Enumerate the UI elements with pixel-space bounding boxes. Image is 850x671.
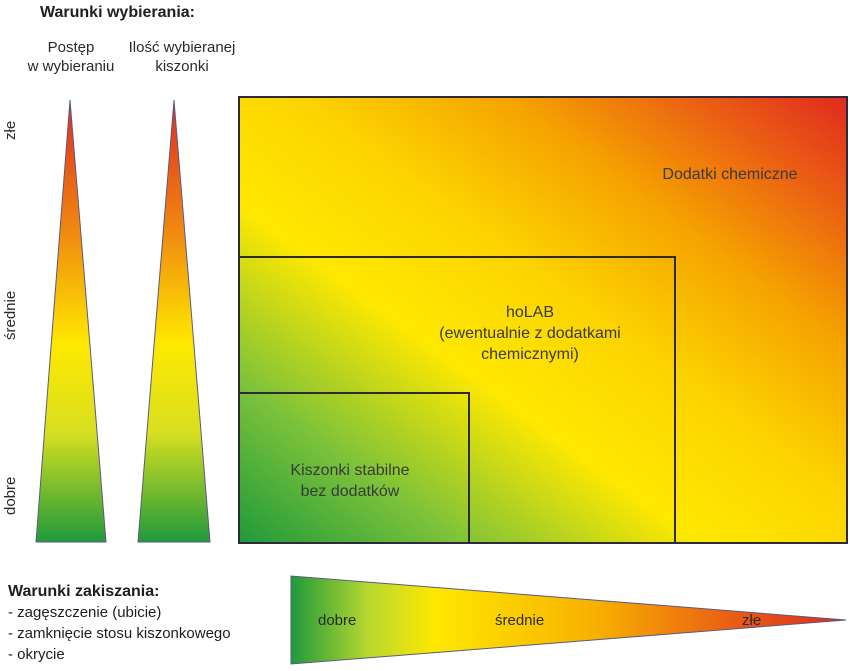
amount-triangle (137, 99, 211, 543)
ensiling-conditions-list: - zagęszczenie (ubicie) - zamknięcie sto… (8, 602, 231, 665)
holab-line1: hoLAB (505, 304, 555, 321)
inner-region (238, 392, 470, 544)
list-item: - okrycie (8, 646, 65, 663)
progress-triangle (35, 99, 107, 543)
holab-line3: chemicznymi) (481, 346, 579, 363)
amount-label: Ilość wybieranej kiszonki (108, 38, 256, 76)
stable-silage-line1: Kiszonki stabilne (290, 462, 410, 479)
horizontal-medium-label: średnie (495, 612, 545, 629)
holab-line2: (ewentualnie z dodatkami (439, 325, 621, 342)
selection-conditions-title: Warunki wybierania: (40, 4, 195, 21)
stable-silage-line2: bez dodatków (300, 483, 400, 500)
list-item: - zamknięcie stosu kiszonkowego (8, 625, 231, 642)
scale-good-label: dobre (2, 476, 19, 515)
chemical-additives-label: Dodatki chemiczne (662, 166, 798, 183)
progress-label: Postęp w wybieraniu (10, 38, 132, 76)
list-item: - zagęszczenie (ubicie) (8, 604, 162, 621)
vertical-triangles (35, 99, 211, 543)
horizontal-good-label: dobre (318, 612, 357, 629)
horizontal-bad-label: złe (742, 612, 762, 629)
progress-label-line2: w wybieraniu (27, 58, 115, 75)
horizontal-triangle-svg (290, 575, 847, 665)
amount-label-line2: kiszonki (155, 58, 209, 75)
amount-label-line1: Ilość wybieranej (128, 39, 236, 56)
outer-region (238, 96, 848, 544)
scale-bad-label: złe (2, 120, 19, 140)
stable-silage-label: Kiszonki stabilne bez dodatków (250, 460, 450, 502)
holab-label: hoLAB (ewentualnie z dodatkami chemiczny… (380, 302, 680, 365)
main-diagram (238, 96, 848, 544)
progress-label-line1: Postęp (47, 39, 95, 56)
ensiling-triangle (290, 575, 847, 665)
ensiling-conditions-title: Warunki zakiszania: (8, 583, 160, 600)
scale-medium-label: średnie (2, 290, 19, 340)
